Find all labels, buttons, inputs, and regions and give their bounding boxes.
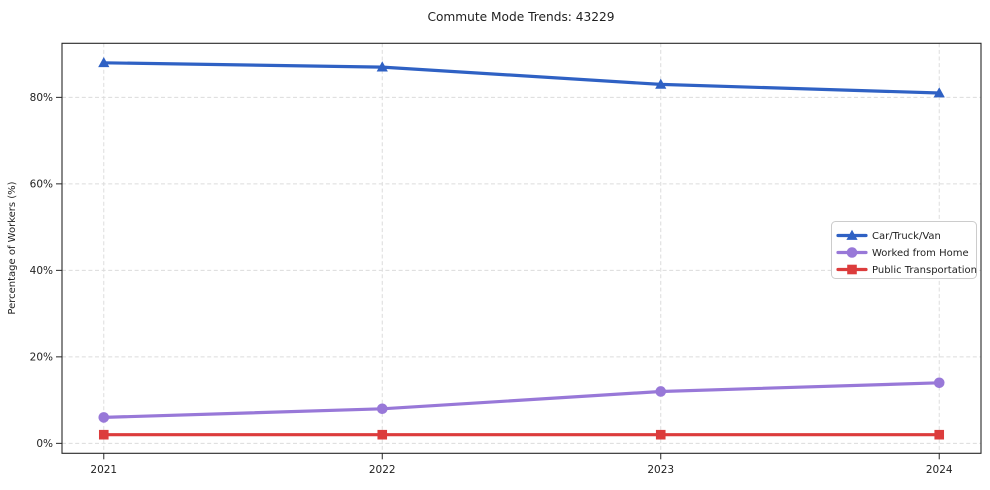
data-point-marker (376, 403, 388, 415)
legend-sample-marker (847, 264, 857, 275)
y-tick-label: 80% (30, 92, 53, 104)
series-layer (98, 56, 945, 440)
gridlines-layer (62, 43, 981, 454)
chart-title: Commute Mode Trends: 43229 (427, 10, 614, 24)
x-tick-label: 2023 (647, 464, 674, 476)
y-tick-label: 20% (30, 352, 53, 364)
data-point-marker (98, 56, 110, 68)
legend-frame (831, 221, 977, 279)
x-tick-label: 2021 (90, 464, 117, 476)
y-tick-label: 0% (36, 438, 53, 450)
data-point-marker (655, 429, 666, 440)
legend-sample-marker (846, 229, 858, 240)
legend-label: Worked from Home (872, 248, 969, 259)
series-line-circle (102, 381, 941, 419)
data-point-marker (933, 377, 945, 389)
legend-label: Car/Truck/Van (872, 231, 941, 242)
series-line-triangle (102, 61, 941, 95)
y-axis-label: Percentage of Workers (%) (7, 181, 18, 314)
legend: Car/Truck/Van Worked from Home Public Tran… (831, 221, 977, 279)
y-tick-label: 60% (30, 179, 53, 191)
data-point-marker (655, 78, 667, 89)
data-point-marker (98, 412, 110, 423)
plot-frame (61, 42, 982, 454)
data-point-marker (98, 429, 109, 440)
axis-ticks-layer: 0% 20% 40% 60% 80% 2021 2022 2023 2024 (30, 92, 953, 476)
legend-sample-marker (846, 247, 858, 258)
data-point-marker (655, 386, 667, 397)
x-tick-label: 2022 (369, 464, 396, 476)
y-tick-label: 40% (30, 265, 53, 277)
legend-label: Public Transportation (872, 265, 977, 276)
data-point-marker (377, 429, 388, 440)
data-point-marker (934, 429, 945, 440)
data-point-marker (933, 87, 945, 98)
x-tick-label: 2024 (926, 464, 953, 476)
data-point-marker (376, 61, 388, 72)
